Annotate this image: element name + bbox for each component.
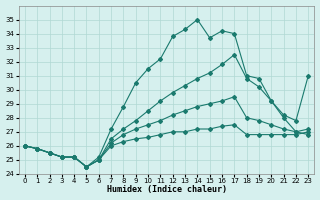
X-axis label: Humidex (Indice chaleur): Humidex (Indice chaleur) <box>107 185 227 194</box>
